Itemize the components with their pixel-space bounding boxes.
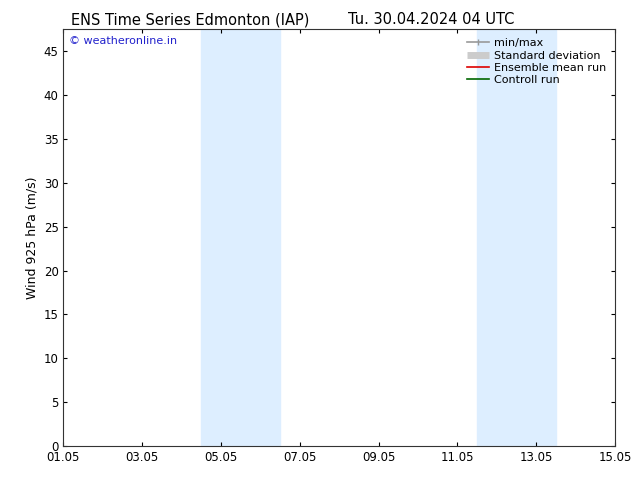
Bar bbox=[477, 29, 556, 446]
Bar bbox=[202, 29, 280, 446]
Legend: min/max, Standard deviation, Ensemble mean run, Controll run: min/max, Standard deviation, Ensemble me… bbox=[464, 35, 609, 88]
Text: © weatheronline.in: © weatheronline.in bbox=[69, 36, 177, 46]
Text: ENS Time Series Edmonton (IAP): ENS Time Series Edmonton (IAP) bbox=[71, 12, 309, 27]
Y-axis label: Wind 925 hPa (m/s): Wind 925 hPa (m/s) bbox=[25, 176, 38, 299]
Text: Tu. 30.04.2024 04 UTC: Tu. 30.04.2024 04 UTC bbox=[348, 12, 514, 27]
